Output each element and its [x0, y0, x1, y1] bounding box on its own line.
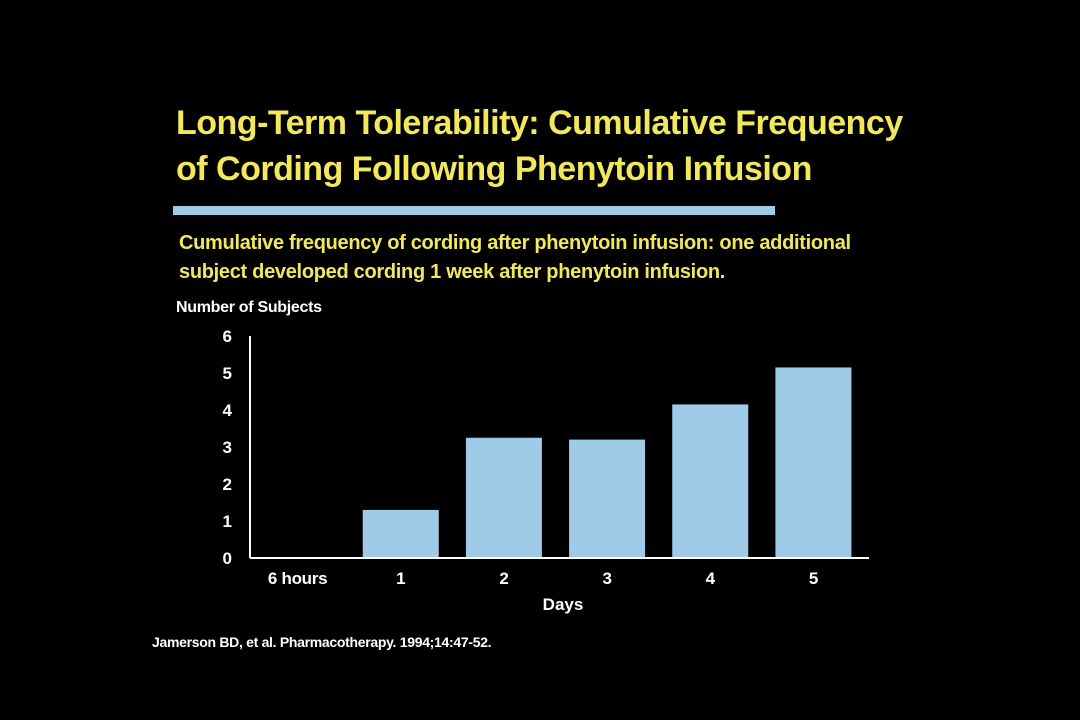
bar	[569, 439, 646, 558]
y-tick-labels: 0 1 2 3 4 5 6	[223, 327, 233, 568]
x-tick-label: 6 hours	[268, 569, 327, 588]
y-tick-label: 3	[223, 438, 232, 457]
x-tick-labels: 6 hours 1 2 3 4 5	[268, 569, 818, 588]
x-tick-label: 1	[396, 569, 405, 588]
y-tick-label: 1	[223, 512, 232, 531]
x-tick-label: 3	[603, 569, 612, 588]
slide-title-line-1: Long-Term Tolerability: Cumulative Frequ…	[176, 104, 903, 142]
y-axis-label: Number of Subjects	[176, 299, 322, 316]
citation: Jamerson BD, et al. Pharmacotherapy. 199…	[152, 634, 492, 650]
slide-title-line-2: of Cording Following Phenytoin Infusion	[176, 150, 812, 188]
bar	[672, 404, 749, 558]
slide-subtitle-line-1: Cumulative frequency of cording after ph…	[179, 232, 851, 254]
y-tick-label: 5	[223, 364, 232, 383]
y-tick-label: 4	[223, 401, 233, 420]
y-tick-label: 2	[223, 475, 232, 494]
x-tick-label: 5	[809, 569, 818, 588]
slide-title: Long-Term Tolerability: Cumulative Frequ…	[176, 100, 956, 192]
slide-subtitle-line-2: subject developed cording 1 week after p…	[179, 261, 726, 283]
y-tick-label: 6	[223, 327, 232, 346]
x-tick-label: 4	[706, 569, 716, 588]
bar	[775, 367, 852, 558]
x-axis-label: Days	[543, 595, 584, 614]
y-tick-label: 0	[223, 549, 232, 568]
x-tick-label: 2	[499, 569, 508, 588]
bar	[362, 509, 439, 558]
slide-subtitle: Cumulative frequency of cording after ph…	[179, 229, 919, 287]
bars	[362, 367, 852, 558]
bar	[465, 437, 542, 558]
title-divider	[173, 206, 775, 215]
